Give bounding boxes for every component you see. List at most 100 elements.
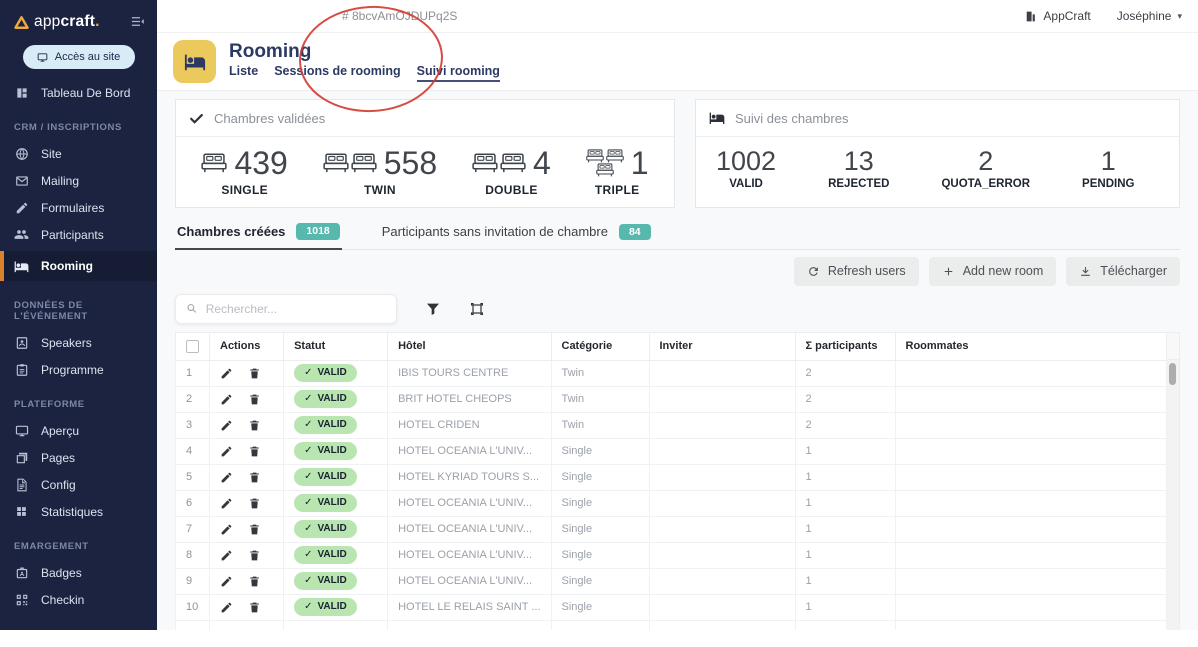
trash-icon[interactable] (248, 601, 261, 614)
header-hotel: Hôtel (388, 332, 551, 360)
trash-icon[interactable] (248, 393, 261, 406)
refresh-users-button[interactable]: Refresh users (794, 257, 919, 286)
sidebar-item-programme[interactable]: Programme (0, 356, 157, 383)
filter-icon[interactable] (425, 301, 441, 317)
row-hotel: IBIS TOURS CENTRE (388, 360, 551, 386)
org-menu[interactable]: AppCraft (1024, 9, 1090, 23)
topbar: # 8bcvAmOJDUPq2S AppCraft Joséphine ▾ (157, 0, 1198, 33)
monitor-icon (14, 424, 29, 438)
edit-icon[interactable] (220, 471, 233, 484)
list-tabs: Chambres créées 1018 Participants sans i… (175, 218, 1180, 250)
sidebar-item-checkin[interactable]: Checkin (0, 586, 157, 613)
badge-icon (14, 566, 29, 580)
trash-icon[interactable] (248, 471, 261, 484)
sidebar-item-speakers[interactable]: Speakers (0, 329, 157, 356)
table-row[interactable]: 6 ✓VALID HOTEL OCEANIA L'UNIV... Single … (176, 490, 1167, 516)
main-area: # 8bcvAmOJDUPq2S AppCraft Joséphine ▾ Ro… (157, 0, 1198, 630)
sidebar-item-participants[interactable]: Participants (0, 221, 157, 248)
sidebar-item-mailing[interactable]: Mailing (0, 167, 157, 194)
trash-icon[interactable] (248, 549, 261, 562)
row-actions (210, 490, 284, 516)
rooming-tile (173, 40, 216, 83)
select-all-checkbox[interactable] (186, 340, 199, 353)
sidebar-item-statistiques[interactable]: Statistiques (0, 498, 157, 525)
sidebar-item-badges[interactable]: Badges (0, 559, 157, 586)
row-actions (210, 568, 284, 594)
edit-icon[interactable] (220, 367, 233, 380)
row-participants: 1 (795, 438, 895, 464)
sidebar-item-pages[interactable]: Pages (0, 444, 157, 471)
row-index: 4 (176, 438, 210, 464)
sidebar-item-site[interactable]: Site (0, 140, 157, 167)
edit-icon[interactable] (220, 523, 233, 536)
table-row[interactable]: 9 ✓VALID HOTEL OCEANIA L'UNIV... Single … (176, 568, 1167, 594)
add-new-room-button[interactable]: Add new room (929, 257, 1057, 286)
trash-icon[interactable] (248, 419, 261, 432)
tab-suivi-rooming[interactable]: Suivi rooming (417, 64, 500, 82)
trash-icon[interactable] (248, 445, 261, 458)
sidebar-item-dashboard[interactable]: Tableau De Bord (0, 79, 157, 106)
row-index: 9 (176, 568, 210, 594)
trash-icon[interactable] (248, 575, 261, 588)
download-button[interactable]: Télécharger (1066, 257, 1180, 286)
stat-pending: 1 PENDING (1082, 147, 1134, 190)
row-participants: 2 (795, 386, 895, 412)
people-icon (14, 227, 29, 242)
stat-quota-error: 2 QUOTA_ERROR (941, 147, 1030, 190)
row-hotel: BRIT HOTEL CHEOPS (388, 386, 551, 412)
status-badge: ✓VALID (294, 468, 357, 486)
tab-liste[interactable]: Liste (229, 64, 258, 82)
search-input[interactable] (206, 302, 386, 316)
row-participants: 1 (795, 594, 895, 620)
tab-chambres-creees[interactable]: Chambres créées 1018 (175, 218, 342, 250)
edit-icon[interactable] (220, 419, 233, 432)
table-row[interactable]: ✓VALID (176, 620, 1167, 630)
trash-icon[interactable] (248, 497, 261, 510)
table-row[interactable]: 2 ✓VALID BRIT HOTEL CHEOPS Twin 2 (176, 386, 1167, 412)
scrollbar-track[interactable] (1167, 360, 1180, 631)
trash-icon[interactable] (248, 523, 261, 536)
row-participants (795, 620, 895, 630)
table-row[interactable]: 7 ✓VALID HOTEL OCEANIA L'UNIV... Single … (176, 516, 1167, 542)
sidebar-item-formulaires[interactable]: Formulaires (0, 194, 157, 221)
table-row[interactable]: 4 ✓VALID HOTEL OCEANIA L'UNIV... Single … (176, 438, 1167, 464)
page-tabs: Liste Sessions de rooming Suivi rooming (229, 64, 500, 82)
edit-icon[interactable] (220, 497, 233, 510)
edit-icon[interactable] (220, 445, 233, 458)
table-row[interactable]: 3 ✓VALID HOTEL CRIDEN Twin 2 (176, 412, 1167, 438)
sidebar-item-config[interactable]: Config (0, 471, 157, 498)
selection-icon[interactable] (469, 301, 485, 317)
scrollbar-thumb[interactable] (1169, 363, 1176, 385)
row-roommates (895, 360, 1167, 386)
no-invite-count-badge: 84 (619, 224, 651, 241)
table-row[interactable]: 8 ✓VALID HOTEL OCEANIA L'UNIV... Single … (176, 542, 1167, 568)
edit-icon[interactable] (220, 393, 233, 406)
edit-icon[interactable] (220, 575, 233, 588)
row-index: 2 (176, 386, 210, 412)
appcraft-triangle-icon (14, 15, 29, 30)
globe-icon (14, 147, 29, 161)
row-roommates (895, 412, 1167, 438)
sidebar-item-apercu[interactable]: Aperçu (0, 417, 157, 444)
table-row[interactable]: 1 ✓VALID IBIS TOURS CENTRE Twin 2 (176, 360, 1167, 386)
tab-sessions-de-rooming[interactable]: Sessions de rooming (274, 64, 400, 82)
user-menu[interactable]: Joséphine ▾ (1117, 9, 1182, 23)
table-row[interactable]: 10 ✓VALID HOTEL LE RELAIS SAINT ... Sing… (176, 594, 1167, 620)
section-emargement: EMARGEMENT (0, 525, 157, 559)
row-status: ✓VALID (284, 516, 388, 542)
stat-single: 439 SINGLE (201, 147, 287, 197)
access-site-button[interactable]: Accès au site (23, 45, 135, 69)
table-row[interactable]: 5 ✓VALID HOTEL KYRIAD TOURS S... Single … (176, 464, 1167, 490)
edit-icon[interactable] (220, 601, 233, 614)
card-title: Suivi des chambres (735, 111, 848, 126)
menu-collapse-icon[interactable] (130, 13, 145, 31)
row-category: Single (551, 490, 649, 516)
building-icon (1024, 10, 1037, 23)
tab-participants-sans-invitation[interactable]: Participants sans invitation de chambre … (380, 218, 653, 249)
row-inviter (649, 542, 795, 568)
edit-icon[interactable] (220, 549, 233, 562)
trash-icon[interactable] (248, 367, 261, 380)
row-category: Single (551, 438, 649, 464)
status-badge: ✓VALID (294, 572, 357, 590)
sidebar-item-rooming[interactable]: Rooming (0, 251, 157, 281)
